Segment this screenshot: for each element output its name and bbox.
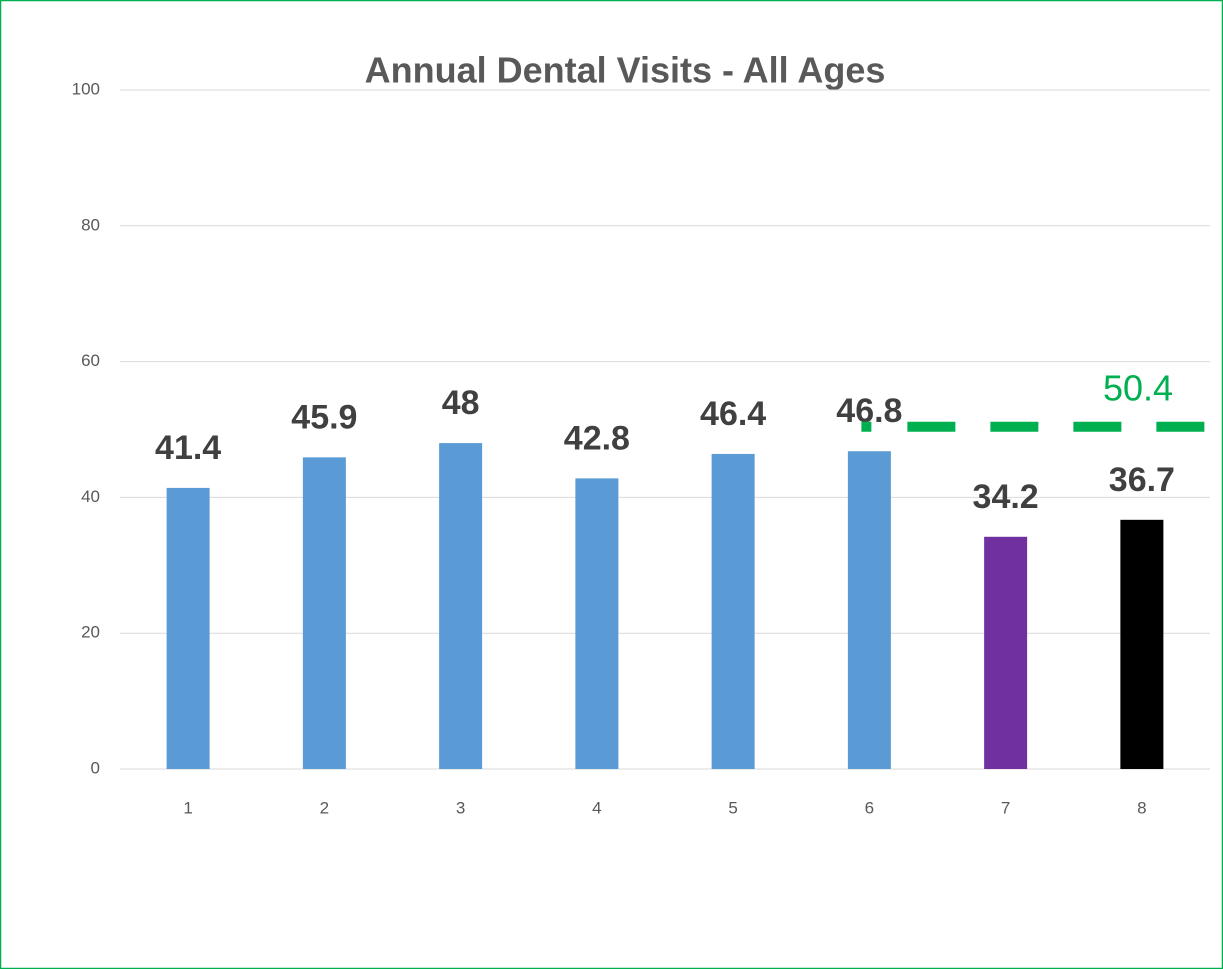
bar — [847, 451, 891, 769]
x-tick-label: 8 — [1137, 798, 1146, 817]
chart-title: Annual Dental Visits - All Ages — [365, 50, 886, 91]
bar — [439, 443, 483, 769]
x-tick-label: 3 — [456, 798, 465, 817]
bar — [166, 487, 210, 769]
y-tick-label: 20 — [81, 623, 100, 642]
y-tick-label: 0 — [91, 758, 100, 777]
data-label: 34.2 — [973, 478, 1039, 516]
data-label: 42.8 — [564, 419, 630, 457]
x-tick-label: 7 — [1001, 798, 1010, 817]
x-tick-label: 2 — [320, 798, 329, 817]
data-label: 41.4 — [155, 429, 221, 467]
y-tick-label: 60 — [81, 351, 100, 370]
x-tick-label: 6 — [865, 798, 874, 817]
data-label: 48 — [442, 384, 480, 422]
y-tick-label: 80 — [81, 215, 100, 234]
bar — [711, 453, 755, 769]
y-tick-label: 100 — [72, 79, 100, 98]
x-tick-label: 4 — [592, 798, 601, 817]
reference-label: 50.4 — [1103, 367, 1173, 408]
bar — [575, 478, 619, 769]
bar — [302, 457, 346, 769]
data-label: 46.4 — [700, 395, 766, 433]
bar — [1120, 519, 1164, 769]
y-tick-label: 40 — [81, 487, 100, 506]
x-tick-label: 1 — [183, 798, 192, 817]
data-label: 36.7 — [1109, 461, 1175, 499]
x-tick-label: 5 — [728, 798, 737, 817]
bar — [984, 536, 1028, 769]
data-label: 45.9 — [291, 398, 357, 436]
